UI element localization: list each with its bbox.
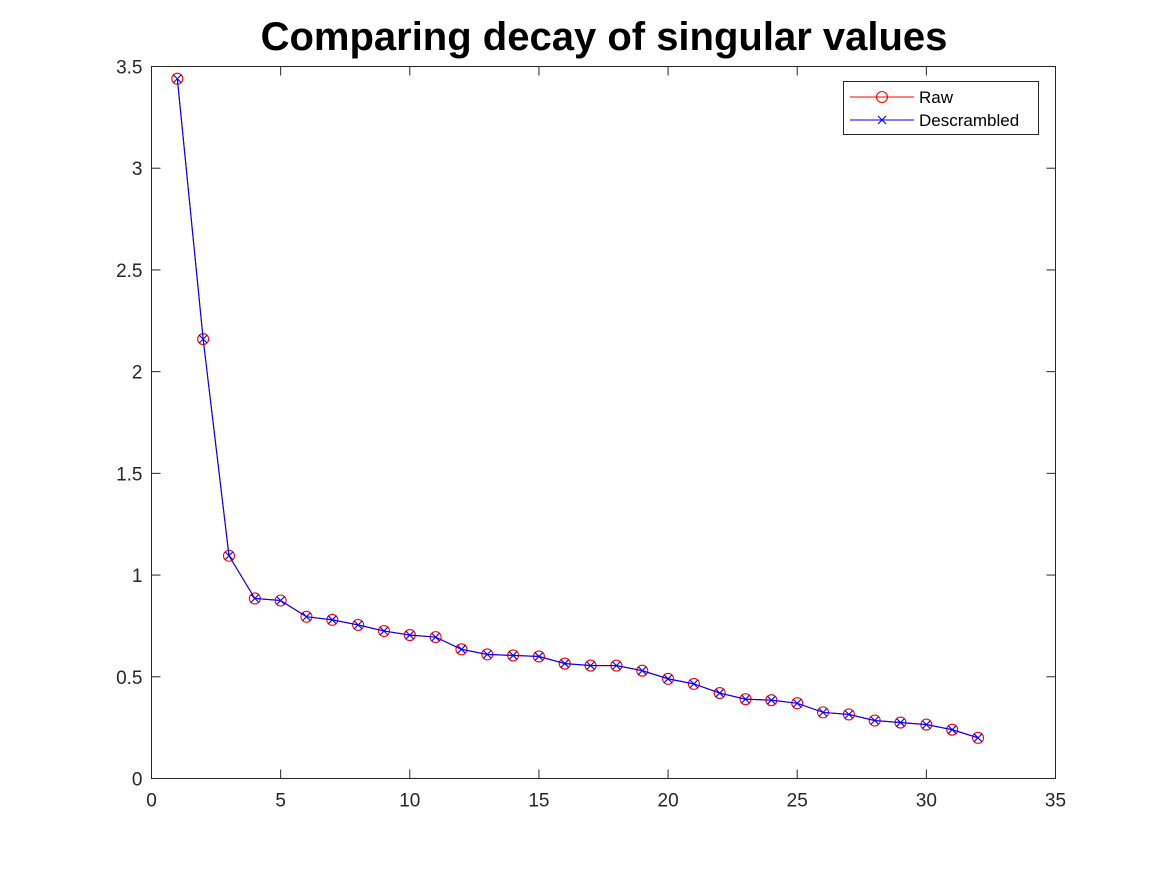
data-point-raw (662, 672, 675, 685)
data-point-raw (300, 610, 313, 623)
data-point-descrambled (405, 630, 415, 640)
data-point-raw (687, 677, 700, 690)
plot-area (151, 66, 1056, 779)
data-point-descrambled (586, 661, 595, 670)
series-layer (171, 72, 985, 744)
x-tick-label: 25 (787, 791, 808, 812)
data-point-descrambled (741, 694, 750, 704)
data-point-raw (222, 549, 236, 562)
x-tick-label: 20 (658, 791, 679, 812)
x-tick-label: 0 (146, 791, 157, 812)
chart-title: Comparing decay of singular values (261, 15, 948, 59)
x-tick-label: 30 (916, 791, 937, 812)
data-point-descrambled (921, 720, 931, 729)
y-tick-label: 2 (132, 363, 143, 384)
y-tick-label: 2.5 (116, 261, 142, 282)
data-point-descrambled (431, 632, 441, 642)
data-point-raw (377, 624, 391, 638)
data-point-raw (352, 618, 365, 631)
x-tick-label: 5 (275, 791, 286, 812)
data-point-descrambled (457, 644, 466, 654)
data-point-descrambled (689, 679, 699, 689)
series-descrambled (172, 74, 983, 743)
legend: Raw Descrambled (843, 81, 1039, 135)
data-point-descrambled (198, 334, 208, 344)
y-tick-label: 3 (132, 159, 143, 180)
data-point-descrambled (508, 651, 518, 660)
legend-raw-marker (875, 90, 889, 104)
data-point-descrambled (947, 725, 957, 735)
data-point-descrambled (870, 716, 880, 725)
data-point-descrambled (534, 652, 544, 661)
axis-tick-labels: 0 5 10 15 20 25 30 35 0 0.5 1 1.5 2 2.5 3 3.5 (116, 58, 1066, 812)
data-point-descrambled (792, 698, 802, 708)
data-point-descrambled (844, 710, 854, 719)
data-point-raw (713, 687, 726, 700)
data-point-descrambled (327, 615, 337, 625)
data-point-descrambled (302, 612, 311, 622)
data-point-descrambled (973, 733, 983, 743)
data-point-descrambled (560, 659, 570, 668)
data-point-descrambled (353, 620, 363, 630)
data-point-descrambled (482, 650, 492, 659)
legend-descrambled-label: Descrambled (919, 111, 1019, 130)
plot-axes (151, 66, 1056, 779)
data-point-descrambled (818, 707, 828, 717)
x-tick-label: 35 (1045, 791, 1066, 812)
data-point-descrambled (379, 626, 389, 636)
data-point-descrambled (172, 74, 182, 84)
x-tick-label: 10 (399, 791, 420, 812)
data-point-raw (455, 643, 468, 656)
x-tick-label: 15 (528, 791, 549, 812)
data-point-descrambled (896, 718, 905, 727)
data-point-descrambled (766, 695, 776, 705)
data-point-descrambled (663, 674, 673, 684)
data-point-raw (636, 664, 649, 677)
data-point-descrambled (250, 594, 260, 603)
data-point-raw (791, 697, 804, 710)
legend-box (843, 81, 1039, 135)
data-point-raw (946, 723, 959, 736)
data-point-descrambled (637, 666, 647, 676)
y-tick-label: 1.5 (116, 464, 142, 485)
series-line-descrambled (176, 78, 979, 739)
y-tick-label: 0.5 (116, 668, 142, 689)
legend-raw-label: Raw (919, 88, 954, 107)
data-point-descrambled (224, 551, 234, 561)
legend-x-glyph (877, 115, 887, 125)
y-tick-label: 3.5 (116, 58, 142, 79)
axis-ticks (151, 66, 1056, 779)
y-tick-label: 1 (132, 566, 143, 587)
data-point-raw (326, 613, 339, 626)
legend-descrambled-marker (877, 115, 887, 125)
data-point-descrambled (276, 596, 286, 605)
data-point-descrambled (715, 688, 725, 698)
data-point-raw (971, 731, 985, 744)
y-tick-label: 0 (132, 770, 143, 791)
data-point-descrambled (612, 661, 621, 670)
